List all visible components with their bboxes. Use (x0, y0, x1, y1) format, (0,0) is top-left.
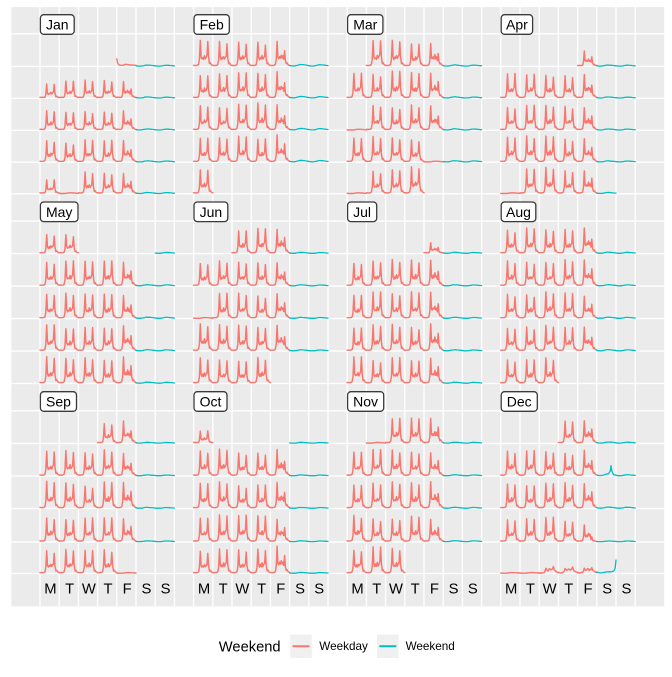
svg-text:Feb: Feb (200, 17, 224, 33)
svg-text:S: S (449, 582, 459, 598)
svg-text:W: W (82, 582, 96, 598)
svg-text:Dec: Dec (507, 394, 532, 410)
svg-text:F: F (430, 582, 439, 598)
svg-text:M: M (198, 582, 210, 598)
svg-text:S: S (314, 582, 324, 598)
svg-text:S: S (141, 582, 151, 598)
svg-text:T: T (526, 582, 535, 598)
svg-text:Aug: Aug (506, 204, 531, 220)
svg-text:Jan: Jan (46, 17, 69, 33)
svg-text:T: T (103, 582, 112, 598)
svg-text:T: T (219, 582, 228, 598)
svg-text:Apr: Apr (506, 17, 528, 33)
svg-text:May: May (46, 204, 72, 220)
svg-text:Jun: Jun (200, 204, 223, 220)
svg-text:Weekend: Weekend (219, 640, 281, 656)
svg-text:Jul: Jul (353, 204, 371, 220)
svg-text:Sep: Sep (46, 394, 71, 410)
svg-text:W: W (389, 582, 403, 598)
svg-text:Mar: Mar (353, 17, 377, 33)
svg-text:T: T (411, 582, 420, 598)
svg-text:S: S (468, 582, 478, 598)
svg-text:T: T (372, 582, 381, 598)
svg-text:Weekend: Weekend (406, 640, 455, 653)
svg-text:F: F (123, 582, 132, 598)
svg-text:Weekday: Weekday (319, 640, 368, 653)
svg-text:M: M (505, 582, 517, 598)
svg-text:Nov: Nov (353, 394, 378, 410)
svg-text:S: S (161, 582, 171, 598)
svg-text:T: T (65, 582, 74, 598)
svg-text:M: M (44, 582, 56, 598)
svg-text:Oct: Oct (200, 394, 222, 410)
svg-text:S: S (602, 582, 612, 598)
svg-text:W: W (543, 582, 557, 598)
svg-text:T: T (257, 582, 266, 598)
svg-text:M: M (351, 582, 363, 598)
svg-text:F: F (583, 582, 592, 598)
svg-text:F: F (276, 582, 285, 598)
svg-text:W: W (235, 582, 249, 598)
svg-text:T: T (564, 582, 573, 598)
svg-text:S: S (295, 582, 305, 598)
svg-text:S: S (621, 582, 631, 598)
